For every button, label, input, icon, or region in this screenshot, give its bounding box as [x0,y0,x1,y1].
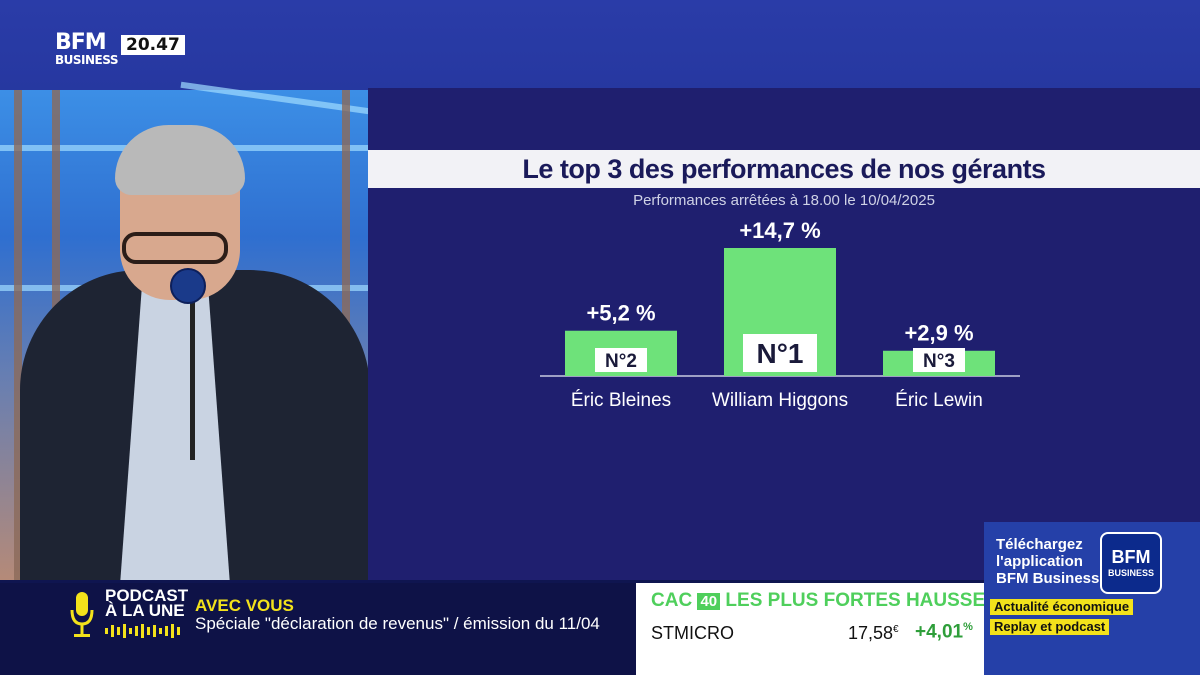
rank-badge [913,348,965,372]
data-label: +5,2 % [586,301,655,326]
podcast-label: PODCAST À LA UNE [105,586,189,620]
podcast-mic-icon [70,592,94,637]
chart-subtitle: Performances arrêtées à 18.00 le 10/04/2… [633,192,935,209]
app-logo-bottom: BUSINESS [1107,568,1154,578]
promo-line3: BFM Business [996,570,1100,587]
category-label: William Higgons [712,390,848,411]
category-label: Éric Lewin [895,390,983,411]
presenter-glasses [122,232,228,264]
episode-title: Spéciale "déclaration de revenus" / émis… [195,614,600,633]
microphone-icon [170,268,206,304]
promo-line1: Téléchargez [996,536,1083,553]
stock-name: STMICRO [651,623,734,643]
rank-label: N°1 [757,338,804,369]
market-ticker [636,583,984,675]
promo-line2: l'application [996,553,1083,570]
stock-change: +4,01% [915,621,973,643]
data-label: +14,7 % [739,218,820,243]
index-number: 40 [697,593,721,610]
show-name: AVEC VOUS [195,596,294,615]
microphone-stand [190,290,195,460]
app-logo: BFM BUSINESS [1100,532,1162,594]
rank-label: N°2 [605,351,637,372]
stock-price: 17,58€ [848,623,899,643]
rank-badge [743,334,817,372]
audio-wave-icon [105,624,180,638]
podcast-label-line1: PODCAST [105,586,189,605]
podcast-label-line2: À LA UNE [105,601,185,620]
index-name: CAC [651,590,693,611]
category-label: Éric Bleines [571,390,671,411]
app-logo-top: BFM [1111,547,1151,567]
market-heading-text: LES PLUS FORTES HAUSSES [725,590,998,611]
logo-bfm: BFM [55,30,107,55]
clock: 20.47 [121,35,185,55]
app-promo-text: Téléchargez l'application BFM Business [996,536,1099,587]
promo-tag-news: Actualité économique [990,599,1134,615]
data-label: +2,9 % [904,321,973,346]
channel-logo: BFM BUSINESS [55,30,118,68]
promo-tag-replay: Replay et podcast [990,619,1110,635]
bar-chart: N°2 +5,2 % Éric Bleines N°1 +14,7 % William H… [540,218,1020,411]
chart-title: Le top 3 des performances de nos gérants [522,154,1046,184]
chart-title-bar [368,150,1200,188]
app-promo [984,522,1200,675]
market-heading: CAC 40 LES PLUS FORTES HAUSSES [651,590,998,612]
studio-pillar [14,90,22,580]
logo-business: BUSINESS [55,53,118,67]
presenter [0,120,370,590]
rank-badge [595,348,647,372]
rank-label: N°3 [923,351,955,372]
